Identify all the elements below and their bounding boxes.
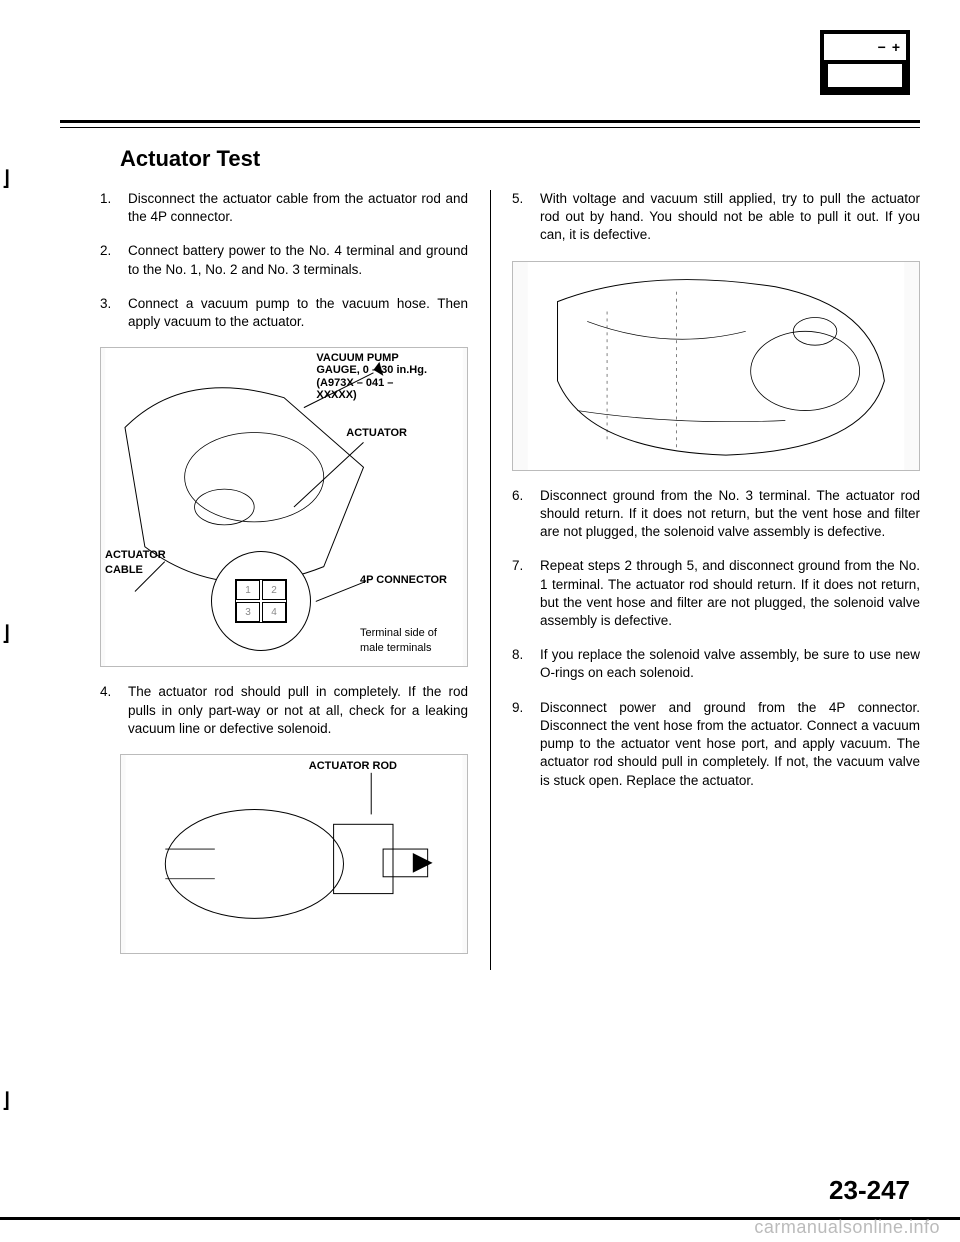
figure-label: VACUUM PUMP GAUGE, 0 – 30 in.Hg. (A973X …	[316, 352, 427, 400]
right-steps: With voltage and vacuum still applied, t…	[512, 190, 920, 245]
page-type-icon: − +	[820, 30, 910, 95]
page-number: 23-247	[829, 1175, 910, 1206]
figure-label: ACTUATOR CABLE	[105, 548, 166, 578]
content-columns: Disconnect the actuator cable from the a…	[60, 190, 920, 970]
left-steps-cont: The actuator rod should pull in complete…	[100, 683, 468, 738]
plus-icon: +	[892, 39, 900, 55]
pin: 3	[236, 602, 260, 622]
step: Disconnect power and ground from the 4P …	[512, 699, 920, 790]
step: Repeat steps 2 through 5, and disconnect…	[512, 557, 920, 630]
connector-detail: 1 2 3 4	[211, 551, 311, 651]
section-title: Actuator Test	[120, 146, 920, 172]
rule-thick	[60, 120, 920, 123]
rule-thin	[60, 127, 920, 128]
figure-actuator-rod: ACTUATOR ROD	[120, 754, 468, 954]
figure-label: ACTUATOR ROD	[309, 759, 397, 774]
left-steps: Disconnect the actuator cable from the a…	[100, 190, 468, 331]
step: With voltage and vacuum still applied, t…	[512, 190, 920, 245]
left-column: Disconnect the actuator cable from the a…	[60, 190, 490, 970]
pin: 1	[236, 580, 260, 600]
connector-grid: 1 2 3 4	[235, 579, 287, 623]
margin-bracket: ⌋	[2, 621, 10, 646]
margin-bracket: ⌋	[2, 1088, 10, 1113]
figure-vacuum-pump: VACUUM PUMP GAUGE, 0 – 30 in.Hg. (A973X …	[100, 347, 468, 667]
step: Disconnect the actuator cable from the a…	[100, 190, 468, 226]
pin: 2	[262, 580, 286, 600]
figure-engine-view	[512, 261, 920, 471]
step: Connect battery power to the No. 4 termi…	[100, 242, 468, 278]
step: The actuator rod should pull in complete…	[100, 683, 468, 738]
watermark: carmanualsonline.info	[754, 1217, 940, 1238]
column-divider	[490, 190, 491, 970]
step: Connect a vacuum pump to the vacuum hose…	[100, 295, 468, 331]
step: Disconnect ground from the No. 3 termina…	[512, 487, 920, 542]
figure-illustration	[513, 262, 919, 470]
figure-label: 4P CONNECTOR	[360, 573, 447, 588]
margin-bracket: ⌋	[2, 166, 10, 191]
figure-illustration	[121, 755, 467, 953]
step: If you replace the solenoid valve assemb…	[512, 646, 920, 682]
minus-icon: −	[878, 39, 886, 55]
figure-label: ACTUATOR	[346, 426, 407, 441]
right-column: With voltage and vacuum still applied, t…	[490, 190, 920, 970]
pin: 4	[262, 602, 286, 622]
manual-page: ⌋ ⌋ ⌋ − + Actuator Test Disconnect the a…	[0, 0, 960, 1242]
figure-label: Terminal side ofmale terminals	[360, 626, 437, 656]
right-steps-cont: Disconnect ground from the No. 3 termina…	[512, 487, 920, 790]
